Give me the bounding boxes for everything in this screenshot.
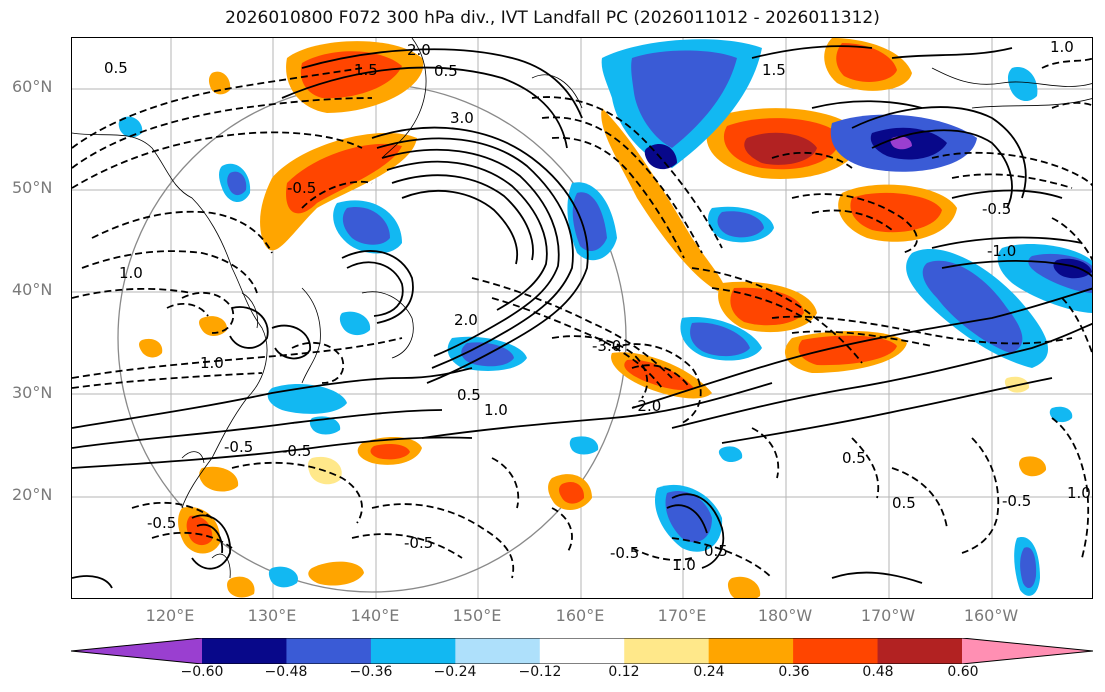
lon-label: 180°W (757, 606, 813, 625)
colorbar-tick: 0.48 (862, 664, 894, 680)
lon-label: 160°W (963, 606, 1019, 625)
contour-label: 1.5 (354, 61, 378, 79)
contour-label: 2.0 (454, 311, 478, 329)
contour-label: -0.5 (224, 438, 253, 456)
contour-label: 1.0 (1050, 38, 1074, 56)
contour-label: 1.0 (484, 401, 508, 419)
colorbar-tick: 0.24 (693, 664, 725, 680)
lat-label: 60°N (12, 77, 53, 96)
contour-label: 0.5 (457, 386, 481, 404)
contour-label: -0.5 (610, 544, 639, 562)
colorbar-cell (624, 638, 710, 664)
lon-label: 150°E (452, 606, 502, 625)
colorbar-tick: −0.48 (264, 664, 308, 680)
colorbar-cell (877, 638, 963, 664)
colorbar-tick: 0.60 (947, 664, 979, 680)
coastlines (72, 38, 1092, 579)
colorbar-tick: 0.12 (608, 664, 640, 680)
map-panel: 2.0 1.5 0.5 0.5 1.0 3.0 1.0 -0.5 2.0 -0.… (71, 37, 1093, 599)
contour-label: -0.5 (1002, 492, 1031, 510)
lat-label: 20°N (12, 485, 53, 504)
contour-label: 0.5 (892, 494, 916, 512)
lat-label: 50°N (12, 178, 53, 197)
lat-label: 40°N (12, 280, 53, 299)
contour-label: -0.5 (282, 442, 311, 460)
contour-label: 1.0 (119, 264, 143, 282)
map-title: 2026010800 F072 300 hPa div., IVT Landfa… (225, 8, 880, 28)
contour-label: 0.5 (434, 62, 458, 80)
dashed-contours (72, 57, 1092, 579)
contour-label: 1.0 (1067, 484, 1091, 502)
contour-label: 2.0 (407, 41, 431, 59)
contour-label: -0.5 (982, 200, 1011, 218)
lon-label: 170°W (860, 606, 916, 625)
contour-label: -3.0 (592, 337, 621, 355)
colorbar-cell (286, 638, 372, 664)
map-canvas: 2.0 1.5 0.5 0.5 1.0 3.0 1.0 -0.5 2.0 -0.… (72, 38, 1092, 598)
colorbar-tick: −0.12 (518, 664, 562, 680)
lon-label: 120°E (145, 606, 195, 625)
colorbar-tick: −0.60 (180, 664, 224, 680)
colorbar-cell (793, 638, 879, 664)
lon-label: 130°E (247, 606, 297, 625)
colorbar-tick: −0.36 (349, 664, 393, 680)
contour-label: -1.0 (987, 242, 1016, 260)
contour-label: 1.0 (672, 556, 696, 574)
contour-label: 0.5 (704, 542, 728, 560)
contour-label: -2.0 (632, 397, 661, 415)
colorbar-extend-max (962, 638, 1093, 664)
colorbar-cell (202, 638, 287, 664)
lat-label: 30°N (12, 383, 53, 402)
colorbar-cells (71, 638, 1093, 664)
contour-label: -0.5 (287, 179, 316, 197)
contour-label: 1.0 (200, 354, 224, 372)
colorbar (71, 638, 1093, 664)
colorbar-cell (370, 638, 456, 664)
contour-label: -0.5 (147, 514, 176, 532)
lon-label: 170°E (657, 606, 707, 625)
colorbar-tick: −0.24 (433, 664, 477, 680)
lon-label: 140°E (350, 606, 400, 625)
contour-label: 3.0 (450, 109, 474, 127)
colorbar-extend-min (71, 638, 202, 664)
contour-label: 0.5 (104, 59, 128, 77)
contour-label: 1.5 (762, 61, 786, 79)
contour-labels: 2.0 1.5 0.5 0.5 1.0 3.0 1.0 -0.5 2.0 -0.… (104, 38, 1091, 574)
lon-label: 160°E (555, 606, 605, 625)
colorbar-cell (539, 638, 625, 664)
contour-label: 0.5 (842, 449, 866, 467)
colorbar-cell (708, 638, 794, 664)
divergence-shading (118, 38, 1092, 598)
colorbar-tick: 0.36 (778, 664, 810, 680)
contour-label: -0.5 (404, 534, 433, 552)
colorbar-cell (455, 638, 541, 664)
